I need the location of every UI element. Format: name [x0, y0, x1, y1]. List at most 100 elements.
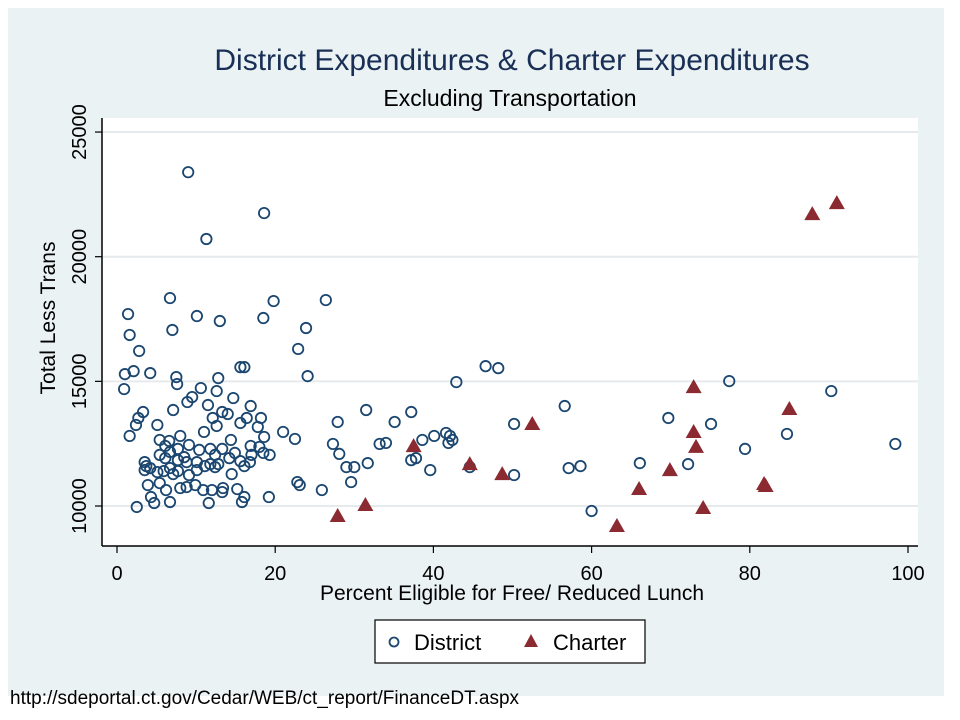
legend-charter-marker: [524, 634, 538, 647]
charter-point: [804, 206, 821, 221]
district-point: [197, 425, 211, 439]
district-point: [340, 461, 353, 474]
charter-point: [329, 507, 346, 522]
district-point: [507, 468, 521, 482]
district-point: [212, 372, 225, 385]
charter-point: [661, 462, 678, 477]
district-point: [301, 370, 314, 383]
district-point: [292, 342, 305, 356]
district-point: [163, 462, 177, 475]
district-point: [558, 399, 571, 413]
chart-subtitle: Excluding Transportation: [383, 85, 636, 111]
district-point: [151, 465, 164, 479]
district-point: [442, 436, 455, 450]
district-point: [267, 294, 280, 308]
district-point: [159, 483, 173, 497]
district-point: [170, 371, 183, 384]
charter-point: [631, 481, 648, 496]
district-point: [416, 433, 429, 447]
district-point: [167, 403, 180, 417]
charter-point: [685, 379, 702, 394]
y-tick-label: 20000: [69, 229, 91, 285]
district-point: [151, 418, 164, 432]
charter-point: [685, 423, 702, 438]
district-point: [171, 377, 184, 391]
district-point: [245, 448, 258, 461]
district-point: [221, 407, 234, 421]
district-point: [182, 438, 196, 452]
district-point: [662, 411, 675, 425]
charter-point: [608, 517, 625, 532]
legend-district-marker: [388, 636, 400, 648]
district-point: [127, 365, 140, 378]
district-point: [319, 293, 332, 307]
district-point: [223, 452, 236, 465]
district-point: [574, 460, 587, 473]
district-point: [227, 391, 240, 405]
district-point: [251, 420, 264, 434]
charter-point: [688, 438, 705, 453]
district-point: [153, 476, 166, 490]
district-point: [704, 417, 718, 431]
legend: District Charter: [374, 619, 646, 664]
district-point: [253, 440, 266, 454]
district-point: [174, 429, 187, 443]
district-point: [190, 309, 203, 323]
district-point: [144, 367, 157, 380]
district-point: [193, 443, 206, 457]
y-tick-label: 25000: [69, 104, 91, 160]
district-point: [492, 362, 505, 375]
district-point: [224, 433, 238, 447]
district-point: [171, 464, 185, 478]
district-point: [181, 395, 194, 409]
legend-box: [374, 619, 646, 664]
district-point: [331, 415, 344, 429]
district-point: [257, 311, 270, 325]
district-point: [291, 475, 304, 489]
district-point: [361, 457, 374, 470]
x-tick-label: 100: [891, 563, 924, 585]
district-point: [153, 433, 166, 447]
district-point: [201, 398, 215, 412]
district-point: [174, 481, 187, 495]
district-point: [129, 418, 143, 432]
district-point: [409, 452, 423, 465]
source-url: http://sdeportal.ct.gov/Cedar/WEB/ct_rep…: [10, 688, 520, 709]
district-point: [244, 439, 257, 453]
district-point: [118, 382, 131, 396]
charter-point: [828, 195, 845, 210]
district-point: [345, 475, 358, 489]
y-tick-label: 15000: [69, 354, 91, 410]
district-point: [200, 232, 213, 246]
charter-point: [494, 466, 511, 481]
district-point: [208, 461, 222, 474]
district-point: [889, 437, 902, 451]
district-point: [213, 314, 226, 328]
district-point: [240, 411, 253, 425]
district-point: [424, 464, 437, 477]
district-point: [234, 361, 247, 374]
district-point: [235, 495, 249, 509]
district-point: [210, 419, 223, 433]
district-point: [326, 437, 340, 451]
district-point: [216, 442, 229, 456]
district-point: [428, 429, 441, 443]
charter-point: [461, 456, 478, 471]
district-point: [225, 467, 238, 481]
district-point: [682, 458, 695, 471]
district-point: [450, 375, 463, 389]
district-point: [190, 464, 203, 477]
district-point: [121, 307, 135, 321]
x-tick-label: 20: [264, 563, 286, 585]
district-point: [231, 482, 244, 496]
district-point: [348, 461, 361, 474]
district-point: [238, 361, 251, 374]
district-point: [479, 360, 492, 373]
x-tick-label: 80: [739, 563, 761, 585]
charter-point: [695, 499, 712, 514]
district-point: [299, 321, 313, 335]
district-point: [180, 480, 193, 494]
district-point: [210, 384, 223, 398]
district-point: [216, 405, 229, 419]
